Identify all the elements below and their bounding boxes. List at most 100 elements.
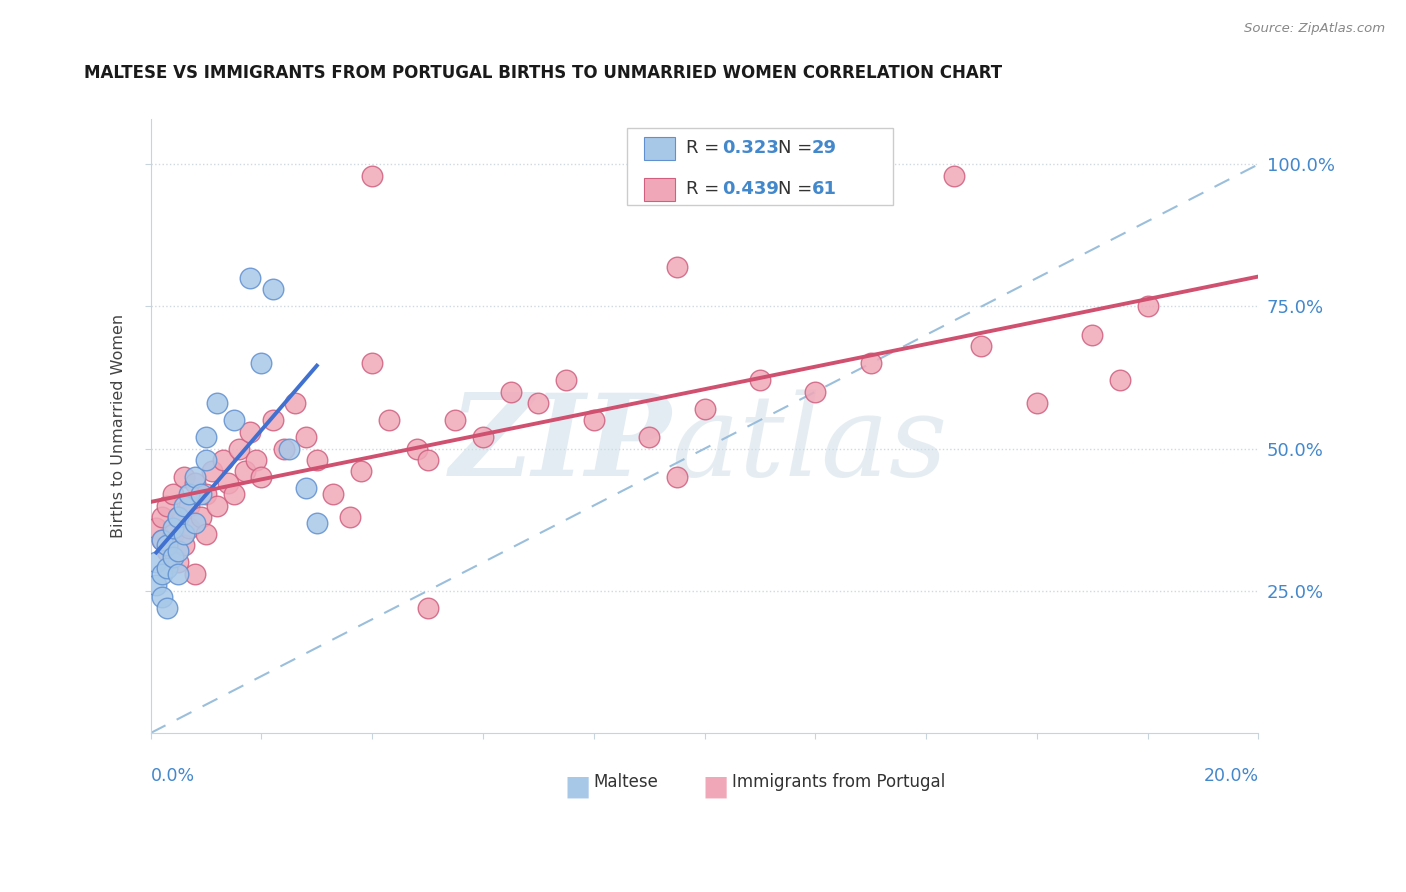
Point xyxy=(167,509,190,524)
Point xyxy=(190,487,212,501)
Text: 0.0%: 0.0% xyxy=(150,767,195,785)
Point xyxy=(339,509,361,524)
Point xyxy=(665,470,688,484)
Point xyxy=(179,499,201,513)
Point xyxy=(228,442,250,456)
Point xyxy=(162,521,184,535)
Point xyxy=(582,413,605,427)
Point xyxy=(217,475,239,490)
Point xyxy=(1025,396,1047,410)
Point xyxy=(859,356,882,370)
Point xyxy=(179,487,201,501)
Point xyxy=(145,521,167,535)
Point xyxy=(970,339,993,353)
Point xyxy=(1081,327,1104,342)
Point xyxy=(222,413,245,427)
Point xyxy=(167,555,190,569)
Point xyxy=(693,401,716,416)
Point xyxy=(942,169,965,183)
Point xyxy=(167,509,190,524)
Point xyxy=(150,509,173,524)
Text: R =: R = xyxy=(686,180,724,198)
Point xyxy=(167,566,190,581)
Point xyxy=(150,566,173,581)
Point xyxy=(184,475,207,490)
Text: Maltese: Maltese xyxy=(593,772,658,791)
Point xyxy=(305,516,328,530)
Text: ■: ■ xyxy=(703,772,728,801)
Point xyxy=(145,578,167,592)
Point xyxy=(361,169,384,183)
Point xyxy=(195,527,218,541)
Point xyxy=(162,487,184,501)
Point xyxy=(361,356,384,370)
Point xyxy=(205,396,228,410)
Point xyxy=(211,453,233,467)
FancyBboxPatch shape xyxy=(644,136,675,160)
Point xyxy=(173,538,195,552)
Text: R =: R = xyxy=(686,139,724,157)
Point xyxy=(322,487,344,501)
Point xyxy=(294,430,316,444)
Point xyxy=(294,482,316,496)
Y-axis label: Births to Unmarried Women: Births to Unmarried Women xyxy=(111,314,127,538)
Point xyxy=(665,260,688,274)
Point xyxy=(162,549,184,564)
Point xyxy=(150,533,173,547)
Point xyxy=(201,464,224,478)
Text: 20.0%: 20.0% xyxy=(1204,767,1258,785)
Text: 29: 29 xyxy=(813,139,837,157)
FancyBboxPatch shape xyxy=(644,178,675,201)
Point xyxy=(378,413,401,427)
Point xyxy=(262,413,284,427)
Point xyxy=(527,396,550,410)
Point xyxy=(162,527,184,541)
Point xyxy=(173,527,195,541)
Point xyxy=(173,470,195,484)
Point xyxy=(195,430,218,444)
Point xyxy=(195,487,218,501)
Point xyxy=(748,373,770,387)
Point xyxy=(1136,300,1159,314)
Point xyxy=(250,356,273,370)
Point xyxy=(179,521,201,535)
Text: MALTESE VS IMMIGRANTS FROM PORTUGAL BIRTHS TO UNMARRIED WOMEN CORRELATION CHART: MALTESE VS IMMIGRANTS FROM PORTUGAL BIRT… xyxy=(84,64,1002,82)
Text: N =: N = xyxy=(778,180,818,198)
Text: Immigrants from Portugal: Immigrants from Portugal xyxy=(733,772,945,791)
Text: N =: N = xyxy=(778,139,818,157)
Text: 0.439: 0.439 xyxy=(723,180,779,198)
Point xyxy=(156,499,179,513)
Point xyxy=(472,430,495,444)
Text: atlas: atlas xyxy=(671,389,948,500)
Point xyxy=(239,271,262,285)
Point xyxy=(250,470,273,484)
Point xyxy=(1109,373,1132,387)
Point xyxy=(405,442,427,456)
Point xyxy=(195,453,218,467)
Point xyxy=(499,384,522,399)
FancyBboxPatch shape xyxy=(627,128,893,205)
Point xyxy=(262,282,284,296)
Point xyxy=(184,516,207,530)
Point xyxy=(173,499,195,513)
Point xyxy=(156,600,179,615)
Point xyxy=(273,442,295,456)
Text: 0.323: 0.323 xyxy=(723,139,779,157)
Point xyxy=(278,442,301,456)
Point xyxy=(205,499,228,513)
Point xyxy=(416,453,439,467)
Point xyxy=(233,464,256,478)
Point xyxy=(150,590,173,604)
Point xyxy=(156,538,179,552)
Point xyxy=(239,425,262,439)
Point xyxy=(167,544,190,558)
Point xyxy=(804,384,827,399)
Text: Source: ZipAtlas.com: Source: ZipAtlas.com xyxy=(1244,22,1385,36)
Text: 61: 61 xyxy=(813,180,837,198)
Point xyxy=(284,396,307,410)
Point xyxy=(638,430,661,444)
Point xyxy=(184,470,207,484)
Point xyxy=(350,464,373,478)
Point xyxy=(156,544,179,558)
Point xyxy=(305,453,328,467)
